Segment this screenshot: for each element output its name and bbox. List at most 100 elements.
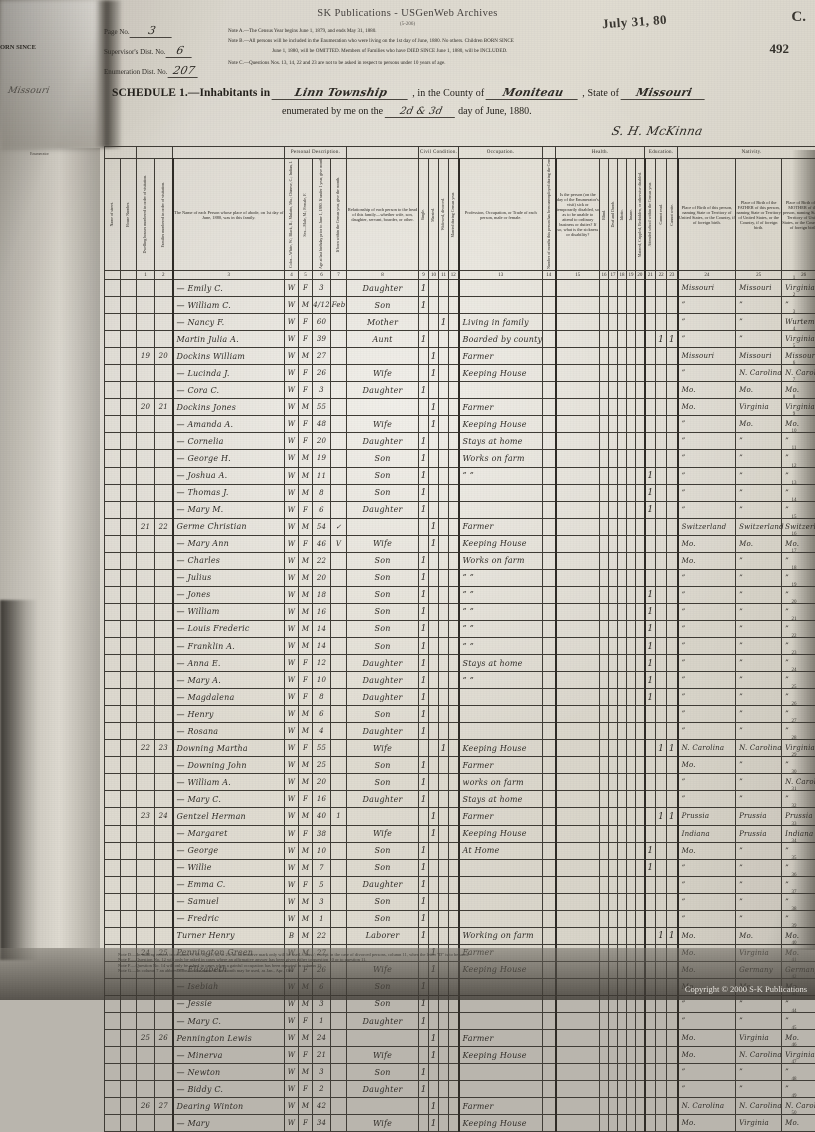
cell-widowed[interactable] xyxy=(439,1115,449,1132)
cell-cantwrite[interactable] xyxy=(667,706,678,723)
cell-school[interactable] xyxy=(645,1081,656,1098)
cell-occupation[interactable] xyxy=(459,706,543,723)
cell-widowed[interactable] xyxy=(439,348,449,365)
cell-marryyr[interactable] xyxy=(449,1013,459,1030)
cell-color[interactable]: W xyxy=(285,1013,299,1030)
cell-single[interactable] xyxy=(419,314,429,331)
cell-school[interactable]: 1 xyxy=(645,842,656,859)
cell-school[interactable] xyxy=(645,1098,656,1115)
cell-occupation[interactable] xyxy=(459,1081,543,1098)
cell-birth[interactable]: Mo. xyxy=(678,842,736,859)
cell-married[interactable] xyxy=(429,842,439,859)
cell-born[interactable] xyxy=(331,842,347,859)
cell-born[interactable] xyxy=(331,825,347,842)
cell-unemployed[interactable] xyxy=(543,825,556,842)
cell-sex[interactable]: F xyxy=(299,535,313,552)
cell-blank[interactable] xyxy=(121,382,137,399)
cell-blank[interactable] xyxy=(636,416,645,433)
cell-unemployed[interactable] xyxy=(543,893,556,910)
cell-cantread[interactable] xyxy=(656,433,667,450)
cell-unemployed[interactable] xyxy=(543,433,556,450)
cell-name[interactable]: — Magdalena xyxy=(173,689,285,706)
cell-unemployed[interactable] xyxy=(543,757,556,774)
cell-blank[interactable] xyxy=(627,740,636,757)
cell-single[interactable]: 1 xyxy=(419,1013,429,1030)
cell-school[interactable] xyxy=(645,1013,656,1030)
cell-blank[interactable] xyxy=(600,859,609,876)
cell-cantread[interactable] xyxy=(656,1064,667,1081)
cell-birth[interactable]: Prussia xyxy=(678,808,736,825)
cell-sick[interactable] xyxy=(556,655,600,672)
cell-blank[interactable] xyxy=(618,1064,627,1081)
cell-father[interactable]: Mo. xyxy=(736,535,782,552)
cell-relation[interactable]: Daughter xyxy=(347,672,419,689)
cell-sex[interactable]: M xyxy=(299,297,313,314)
cell-age[interactable]: 8 xyxy=(313,484,331,501)
cell-father[interactable]: ” xyxy=(736,893,782,910)
cell-blank[interactable] xyxy=(618,1013,627,1030)
cell-dwelling[interactable] xyxy=(137,433,155,450)
cell-born[interactable] xyxy=(331,1047,347,1064)
cell-cantwrite[interactable] xyxy=(667,518,678,535)
cell-single[interactable]: 1 xyxy=(419,774,429,791)
cell-blank[interactable] xyxy=(609,637,618,654)
cell-name[interactable]: — Mary M. xyxy=(173,501,285,518)
cell-occupation[interactable]: Keeping House xyxy=(459,535,543,552)
cell-relation[interactable]: Wife xyxy=(347,1115,419,1132)
cell-dwelling[interactable] xyxy=(137,1081,155,1098)
cell-married[interactable] xyxy=(429,689,439,706)
cell-unemployed[interactable] xyxy=(543,1013,556,1030)
cell-age[interactable]: 55 xyxy=(313,399,331,416)
cell-sex[interactable]: F xyxy=(299,314,313,331)
cell-married[interactable] xyxy=(429,586,439,603)
cell-blank[interactable] xyxy=(609,1047,618,1064)
cell-widowed[interactable] xyxy=(439,603,449,620)
cell-birth[interactable]: ” xyxy=(678,859,736,876)
cell-cantread[interactable]: 1 xyxy=(656,740,667,757)
cell-cantwrite[interactable] xyxy=(667,467,678,484)
cell-occupation[interactable]: Keeping House xyxy=(459,1115,543,1132)
cell-father[interactable]: N. Carolina xyxy=(736,1098,782,1115)
cell-age[interactable]: 46 xyxy=(313,535,331,552)
cell-color[interactable]: W xyxy=(285,280,299,297)
cell-birth[interactable]: ” xyxy=(678,791,736,808)
cell-cantwrite[interactable] xyxy=(667,569,678,586)
cell-blank[interactable] xyxy=(600,467,609,484)
cell-family[interactable] xyxy=(155,655,173,672)
cell-cantread[interactable] xyxy=(656,910,667,927)
cell-born[interactable] xyxy=(331,1115,347,1132)
cell-blank[interactable] xyxy=(600,1047,609,1064)
cell-birth[interactable]: ” xyxy=(678,1081,736,1098)
cell-dwelling[interactable] xyxy=(137,297,155,314)
cell-blank[interactable] xyxy=(609,433,618,450)
cell-blank[interactable] xyxy=(600,1098,609,1115)
cell-blank[interactable] xyxy=(121,1030,137,1047)
cell-name[interactable]: — Joshua A. xyxy=(173,467,285,484)
cell-school[interactable] xyxy=(645,910,656,927)
cell-blank[interactable] xyxy=(627,467,636,484)
cell-relation[interactable]: Daughter xyxy=(347,689,419,706)
cell-family[interactable] xyxy=(155,416,173,433)
cell-single[interactable]: 1 xyxy=(419,552,429,569)
cell-relation[interactable]: Daughter xyxy=(347,876,419,893)
cell-dwelling[interactable] xyxy=(137,655,155,672)
cell-dwelling[interactable] xyxy=(137,893,155,910)
cell-dwelling[interactable]: 20 xyxy=(137,399,155,416)
cell-relation[interactable]: Daughter xyxy=(347,655,419,672)
cell-school[interactable] xyxy=(645,723,656,740)
cell-age[interactable]: 1 xyxy=(313,910,331,927)
cell-blank[interactable] xyxy=(121,757,137,774)
cell-blank[interactable] xyxy=(600,603,609,620)
cell-father[interactable]: ” xyxy=(736,842,782,859)
cell-sex[interactable]: M xyxy=(299,893,313,910)
cell-single[interactable]: 1 xyxy=(419,689,429,706)
cell-blank[interactable] xyxy=(105,740,121,757)
cell-blank[interactable] xyxy=(636,825,645,842)
cell-widowed[interactable] xyxy=(439,1081,449,1098)
cell-color[interactable]: W xyxy=(285,791,299,808)
